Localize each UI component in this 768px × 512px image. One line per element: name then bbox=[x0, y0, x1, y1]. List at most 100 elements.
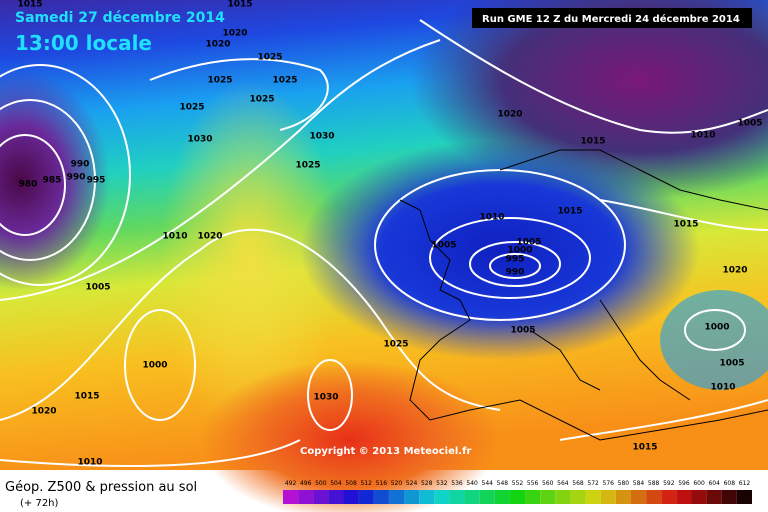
isobar-label: 995 bbox=[87, 176, 106, 186]
scale-label: 592 bbox=[663, 480, 675, 487]
forecast-date: Samedi 27 décembre 2014 bbox=[15, 10, 225, 26]
isobar-label: 990 bbox=[67, 173, 86, 183]
scale-swatch bbox=[736, 490, 752, 504]
isobar-label: 1020 bbox=[205, 40, 230, 50]
isobar-label: 1030 bbox=[187, 135, 212, 145]
scale-swatch bbox=[661, 490, 677, 504]
scale-swatch bbox=[555, 490, 571, 504]
scale-label: 552 bbox=[512, 480, 524, 487]
color-scale: 492 496 500 504 508 512 516 520 524 528 532 536 540 5… bbox=[283, 480, 752, 504]
isobar-label: 1015 bbox=[74, 392, 99, 402]
isobar-label: 1005 bbox=[431, 241, 456, 251]
scale-label: 576 bbox=[603, 480, 615, 487]
isobar-label: 1005 bbox=[510, 326, 535, 336]
isobar-label: 1010 bbox=[162, 232, 187, 242]
scale-label: 548 bbox=[497, 480, 509, 487]
scale-label: 596 bbox=[678, 480, 690, 487]
scale-swatch bbox=[600, 490, 616, 504]
footer-title: Géop. Z500 & pression au sol bbox=[5, 480, 197, 495]
scale-label: 540 bbox=[466, 480, 478, 487]
scale-label: 556 bbox=[527, 480, 539, 487]
scale-label: 528 bbox=[421, 480, 433, 487]
scale-swatch bbox=[434, 490, 450, 504]
scale-swatch bbox=[494, 490, 510, 504]
scale-swatch bbox=[540, 490, 556, 504]
scale-swatch bbox=[358, 490, 374, 504]
isobar-label: 1010 bbox=[710, 383, 735, 393]
scale-label: 496 bbox=[300, 480, 312, 487]
scale-swatch bbox=[343, 490, 359, 504]
isobar-label: 1015 bbox=[580, 137, 605, 147]
scale-swatch bbox=[479, 490, 495, 504]
scale-swatch bbox=[464, 490, 480, 504]
scale-swatch bbox=[585, 490, 601, 504]
isobar-label: 1020 bbox=[31, 407, 56, 417]
scale-label: 600 bbox=[693, 480, 705, 487]
scale-swatch bbox=[630, 490, 647, 504]
scale-swatch bbox=[509, 490, 526, 504]
scale-swatch bbox=[646, 490, 662, 504]
scale-label: 564 bbox=[557, 480, 569, 487]
isobar-label: 1000 bbox=[142, 361, 167, 371]
isobar-label: 980 bbox=[19, 180, 38, 190]
scale-label: 588 bbox=[648, 480, 660, 487]
isobar-label: 1005 bbox=[516, 238, 541, 248]
isobar-label: 1005 bbox=[85, 283, 110, 293]
isobar-label: 1025 bbox=[249, 95, 274, 105]
scale-swatch bbox=[298, 490, 314, 504]
isobar-label: 990 bbox=[71, 160, 90, 170]
isobar-label: 1020 bbox=[497, 110, 522, 120]
scale-swatch bbox=[283, 490, 299, 504]
isobar-label: 995 bbox=[506, 255, 525, 265]
scale-label: 584 bbox=[633, 480, 645, 487]
scale-label: 572 bbox=[587, 480, 599, 487]
isobar-label: 1020 bbox=[197, 232, 222, 242]
isobar-label: 1005 bbox=[719, 359, 744, 369]
scale-swatch bbox=[419, 490, 435, 504]
scale-swatch bbox=[570, 490, 586, 504]
scale-label: 520 bbox=[391, 480, 403, 487]
scale-label: 500 bbox=[315, 480, 327, 487]
scale-label: 532 bbox=[436, 480, 448, 487]
run-box bbox=[472, 8, 752, 28]
isobar-label: 1015 bbox=[227, 0, 252, 10]
isobar-label: 1000 bbox=[704, 323, 729, 333]
isobar-label: 1030 bbox=[313, 393, 338, 403]
scale-swatch bbox=[676, 490, 692, 504]
copyright: Copyright © 2013 Meteociel.fr bbox=[300, 446, 471, 457]
isobar-label: 1025 bbox=[383, 340, 408, 350]
isobar-label: 1010 bbox=[690, 131, 715, 141]
isobar-label: 1020 bbox=[222, 29, 247, 39]
scale-label: 508 bbox=[345, 480, 357, 487]
isobar-label: 1025 bbox=[207, 76, 232, 86]
scale-label: 580 bbox=[618, 480, 630, 487]
isobars bbox=[0, 19, 768, 467]
isobar-label: 990 bbox=[506, 268, 525, 278]
isobar-label: 1015 bbox=[557, 207, 582, 217]
scale-label: 516 bbox=[376, 480, 388, 487]
coastlines bbox=[399, 149, 768, 441]
isobar-label: 1025 bbox=[179, 103, 204, 113]
scale-swatch bbox=[615, 490, 631, 504]
scale-swatch bbox=[706, 490, 722, 504]
forecast-time: 13:00 locale bbox=[15, 31, 152, 55]
run-info: Run GME 12 Z du Mercredi 24 décembre 201… bbox=[482, 13, 740, 25]
isobar-label: 1030 bbox=[309, 132, 334, 142]
scale-label: 608 bbox=[724, 480, 736, 487]
scale-swatch bbox=[525, 490, 541, 504]
scale-label: 544 bbox=[482, 480, 494, 487]
scale-label: 504 bbox=[330, 480, 342, 487]
scale-label: 492 bbox=[285, 480, 297, 487]
footer-lead: (+ 72h) bbox=[20, 498, 59, 509]
isobar-label: 1020 bbox=[722, 266, 747, 276]
scale-swatch bbox=[721, 490, 737, 504]
isobar-label: 1000 bbox=[507, 246, 532, 256]
isobar-label: 1025 bbox=[295, 161, 320, 171]
scale-label: 604 bbox=[708, 480, 720, 487]
isobar-label: 1025 bbox=[257, 53, 282, 63]
scale-swatch bbox=[328, 490, 344, 504]
isobar-label: 1015 bbox=[632, 443, 657, 453]
isobar-label: 1005 bbox=[737, 119, 762, 129]
